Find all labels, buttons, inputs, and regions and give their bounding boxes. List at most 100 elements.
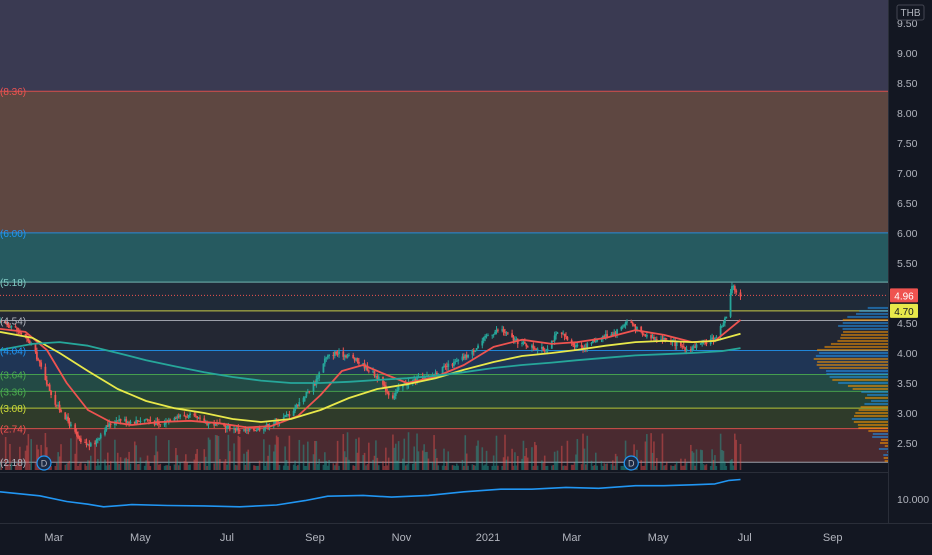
volume-bar [275,435,278,470]
candle-body [594,341,597,342]
volume-bar [98,465,101,470]
volume-bar [263,439,265,470]
price-badge-text: 4.96 [894,291,914,302]
volume-bar [396,460,398,470]
candle-body [523,342,526,344]
volume-bar [682,465,685,470]
price-tick-label: 2.50 [897,438,918,450]
profile-bar [838,381,888,384]
zone-band-9 [0,428,888,463]
candle-body [322,363,325,373]
volume-bar [318,458,320,470]
volume-bar [593,465,596,470]
dividend-label: D [628,459,635,469]
volume-bar [302,444,305,470]
volume-bar [315,441,318,470]
volume-bar [722,450,725,470]
volume-bar [0,462,1,470]
candle-body [123,419,126,421]
candle-body [186,416,189,418]
volume-bar [426,451,428,470]
volume-bar [404,465,407,470]
volume-bar [423,444,425,470]
candle-body [247,429,250,431]
price-axis: 9.509.008.508.007.507.006.506.005.505.00… [889,0,932,523]
volume-bar [85,465,88,470]
volume-profile [813,306,888,462]
volume-bar [258,460,261,470]
candle-body [735,290,738,293]
volume-bar [413,446,416,470]
price-tick-label: 8.50 [897,78,918,90]
volume-bar [145,460,147,470]
volume-bar [338,465,340,470]
volume-bar [570,464,573,470]
volume-bar [542,462,545,470]
volume-bar [671,465,674,470]
volume-bar [612,460,614,470]
volume-bar [690,444,692,470]
volume-bar [265,461,268,470]
candle-body [679,342,682,347]
volume-bar [732,465,735,470]
candle-body [169,419,172,421]
volume-bar [125,457,128,470]
dividend-marker-1[interactable]: D [623,455,639,471]
volume-bar [680,458,682,470]
candle-body [189,413,191,415]
candle-body [177,416,180,418]
candle-body [343,355,346,357]
volume-bar [234,464,237,470]
candle-body [312,383,315,392]
level-price-badge: 4.70 [890,303,918,318]
dividend-marker-0[interactable]: D [36,455,52,471]
volume-bar [345,457,347,470]
volume-bar [143,465,146,470]
volume-bar [213,463,215,470]
volume-bar [436,457,438,470]
profile-bar [842,321,888,324]
volume-bar [146,455,149,470]
candle-body [193,413,196,416]
volume-bar [16,463,18,470]
candle-body [255,430,258,432]
volume-bar [724,461,726,470]
profile-bar [887,450,888,453]
profile-bar [813,357,888,360]
time-tick-label: Sep [305,532,325,544]
profile-bar [855,312,888,315]
candle-body [376,375,379,380]
candle-body [674,340,677,347]
volume-bar [243,453,245,470]
volume-bar [6,464,8,470]
volume-bar [650,433,652,470]
candle-body [50,391,52,396]
level-label-5: (4.04) [0,347,26,358]
profile-bar [883,456,888,459]
volume-bar [335,463,337,470]
time-axis: Mar May Jul Sep Nov 2021 Mar May Jul Sep [44,532,842,544]
candle-body [114,422,116,425]
profile-bar [825,369,888,372]
candle-body [146,419,149,421]
profile-bar [841,333,888,336]
candle-body [227,425,230,427]
profile-bar [858,426,888,429]
volume-bar [34,462,37,470]
volume-bar [545,465,547,470]
candle-body [553,335,556,342]
candle-body [434,372,437,375]
volume-bar [95,465,98,470]
volume-bar [602,465,604,470]
candle-body [129,421,132,424]
volume-bar [386,465,389,470]
volume-bar [446,461,448,470]
candle-body [38,360,41,363]
candle-body [695,344,698,348]
volume-bar [278,465,281,470]
volume-bar [314,440,316,470]
volume-bar [543,455,546,470]
volume-bar [721,449,723,470]
